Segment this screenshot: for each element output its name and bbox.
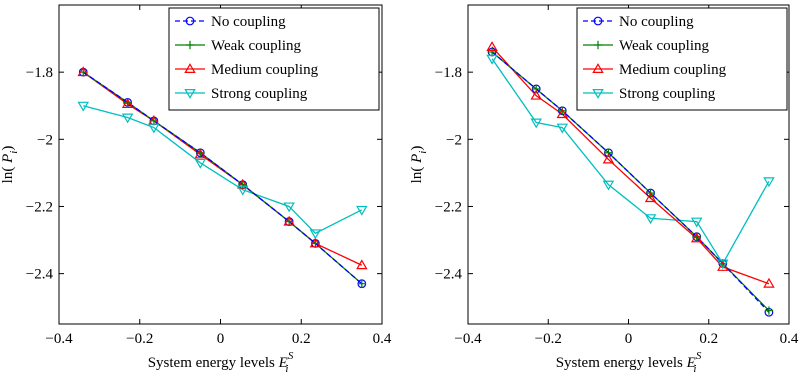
x-axis-label-symbol: E [686, 355, 696, 371]
legend-label-strong-coupling: Strong coupling [211, 86, 308, 102]
data-point-strong-coupling [763, 177, 775, 188]
data-point-strong-coupling [194, 158, 207, 169]
data-point-strong-coupling [602, 180, 615, 191]
series-line-strong-coupling [83, 105, 363, 235]
x-tick-label: 0.2 [292, 331, 311, 347]
legend-label-medium-coupling: Medium coupling [619, 62, 727, 78]
y-axis-label: ln( Pi) [0, 146, 20, 184]
data-point-strong-coupling [644, 214, 657, 225]
y-axis-label-suffix: ) [0, 146, 16, 151]
data-point-strong-coupling [356, 205, 368, 216]
data-point-strong-coupling [309, 229, 322, 240]
data-point-strong-coupling [556, 123, 569, 134]
y-tick-label: −1.8 [26, 65, 53, 81]
x-tick-label: 0.2 [699, 331, 718, 347]
data-point-strong-coupling [486, 54, 498, 65]
y-tick-label: −2.4 [435, 267, 463, 283]
y-tick-label: −2.4 [26, 267, 54, 283]
data-point-medium-coupling [283, 215, 295, 226]
chart-panel-2: −0.4 −0.2 0 0.2 0.4 −2.4 −2.2 −2 −1.8 System ener… [409, 4, 799, 375]
data-point-medium-coupling [717, 261, 729, 271]
y-tick-label: −1.8 [435, 65, 462, 81]
x-tick-label: −0.4 [454, 331, 482, 347]
data-point-weak-coupling [357, 279, 367, 288]
x-tick-label: −0.2 [126, 331, 153, 347]
x-axis-label-text: System energy levels [148, 355, 279, 371]
data-point-strong-coupling [530, 118, 542, 129]
data-point-strong-coupling [717, 259, 729, 270]
y-tick-label: −2 [37, 132, 53, 148]
x-axis-label-superscript: S [696, 350, 702, 362]
data-point-medium-coupling [356, 259, 368, 270]
data-point-weak-coupling [558, 106, 567, 115]
x-axis-label-subscript: i [285, 363, 288, 375]
data-point-strong-coupling [77, 101, 89, 112]
legend-label-weak-coupling: Weak coupling [211, 38, 302, 54]
legend-marker-weak-coupling [185, 40, 195, 50]
y-axis-label-symbol: P [0, 154, 16, 164]
y-axis-label: ln( Pi) [409, 146, 429, 184]
legend-label-medium-coupling: Medium coupling [211, 62, 319, 78]
legend-label-no-coupling: No coupling [619, 14, 694, 30]
data-point-medium-coupling [77, 66, 89, 77]
x-axis-label: System energy levels ES i [148, 350, 294, 375]
legend-marker-weak-coupling [593, 40, 603, 50]
y-tick-label: −2.2 [435, 199, 462, 215]
legend-marker-medium-coupling [592, 63, 604, 74]
x-axis-label-superscript: S [288, 350, 294, 362]
y-axis-label-subscript: i [417, 151, 429, 154]
series-line-strong-coupling [491, 58, 770, 265]
data-point-medium-coupling [486, 41, 498, 51]
y-axis-label-prefix: ln( [0, 163, 16, 183]
x-tick-label: 0 [217, 331, 225, 347]
x-tick-label: 0.4 [373, 331, 392, 347]
x-tick-label: 0 [625, 331, 633, 347]
legend: No coupling Weak coupling Medium coupling S… [576, 7, 788, 111]
legend-marker-medium-coupling [184, 63, 196, 74]
y-tick-label: −2 [446, 132, 462, 148]
data-point-weak-coupling [764, 306, 774, 315]
x-axis-label-subscript: i [693, 363, 696, 375]
legend-label-strong-coupling: Strong coupling [619, 86, 716, 102]
legend-marker-no-coupling [185, 16, 195, 26]
y-axis-label-prefix: ln( [409, 163, 425, 183]
legend-marker-strong-coupling [184, 88, 196, 99]
legend: No coupling Weak coupling Medium coupling S… [168, 7, 380, 111]
x-tick-label: 0.4 [780, 331, 799, 347]
series-line-no-coupling [82, 71, 363, 285]
x-axis-label: System energy levels ES i [556, 350, 702, 375]
y-axis-label-subscript: i [8, 151, 20, 154]
data-point-medium-coupling [602, 153, 615, 164]
data-point-medium-coupling [121, 98, 134, 109]
data-point-medium-coupling [644, 192, 657, 203]
legend-label-no-coupling: No coupling [211, 14, 286, 30]
data-point-strong-coupling [283, 202, 295, 213]
x-axis-label-text: System energy levels [556, 355, 687, 371]
data-point-medium-coupling [194, 148, 207, 159]
y-tick-label: −2.2 [26, 199, 53, 215]
legend-label-weak-coupling: Weak coupling [619, 38, 710, 54]
chart-panel-1: −0.4 −0.2 0 0.2 0.4 −2.4 −2.2 −2 −1.8 System ener… [0, 4, 392, 375]
data-point-medium-coupling [556, 108, 569, 119]
x-tick-label: −0.4 [45, 331, 73, 347]
data-point-strong-coupling [236, 185, 249, 196]
x-tick-label: −0.2 [535, 331, 562, 347]
legend-marker-no-coupling [593, 16, 603, 26]
y-axis-label-suffix: ) [409, 146, 425, 151]
data-point-strong-coupling [148, 123, 160, 134]
x-axis-label-symbol: E [278, 355, 288, 371]
data-point-strong-coupling [121, 113, 134, 124]
data-point-strong-coupling [690, 217, 703, 228]
y-axis-label-symbol: P [409, 154, 425, 164]
series-line-no-coupling [491, 51, 770, 313]
data-point-medium-coupling [309, 237, 322, 248]
legend-marker-strong-coupling [592, 88, 604, 99]
data-point-medium-coupling [690, 232, 703, 243]
data-point-medium-coupling [530, 89, 542, 100]
data-point-medium-coupling [236, 178, 249, 189]
data-point-medium-coupling [763, 277, 775, 288]
